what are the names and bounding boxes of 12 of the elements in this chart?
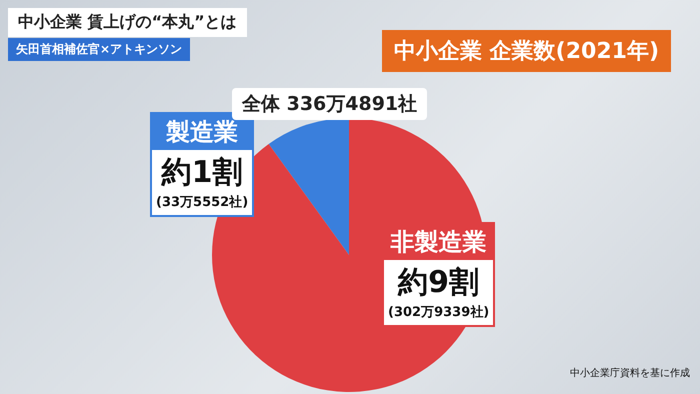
pie-slice [268,118,349,255]
slice-label: 非製造業 [384,224,494,260]
text: (33万5552社) [155,194,250,212]
text: 全体 336万4891社 [242,93,418,115]
chart-title: 中小企業 企業数(2021年) [382,30,671,72]
slice-label: 製造業 [152,114,252,150]
text: (302万9339社) [387,304,490,322]
data-label: 約9割 [396,264,480,302]
text: 矢田首相補佐官×アトキンソン [8,38,190,61]
data-label: 約1割 [160,154,244,192]
text: 中小企業庁資料を基に作成 [570,366,690,380]
chart-subtitle: 中小企業 賃上げの“本丸”とは [8,8,247,37]
